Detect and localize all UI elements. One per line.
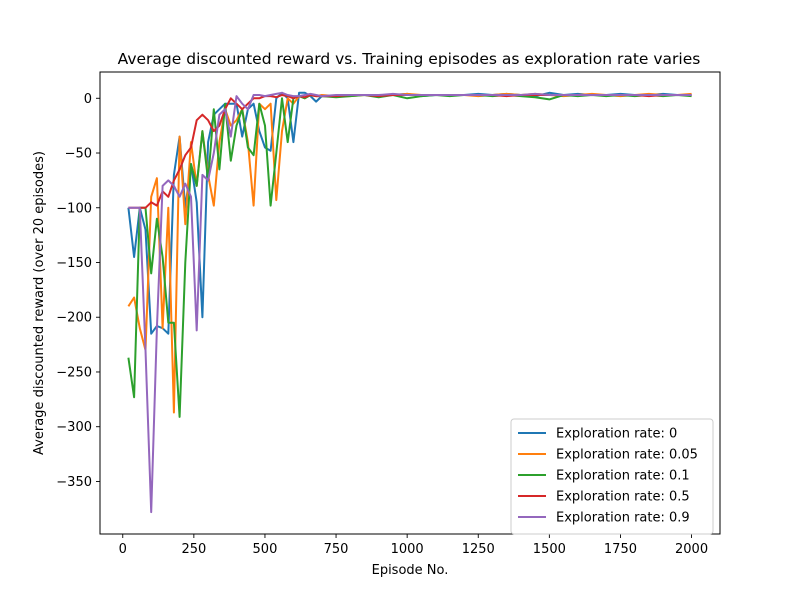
y-tick-label: 0 [84, 92, 92, 107]
x-tick-label: 2000 [675, 542, 708, 557]
legend-label: Exploration rate: 0.5 [556, 490, 690, 505]
x-axis: 0 250 500 750 1000 1250 1500 1750 2000 [119, 534, 708, 557]
x-tick-label: 1750 [604, 542, 637, 557]
x-tick-label: 750 [324, 542, 349, 557]
x-tick-label: 1500 [533, 542, 566, 557]
legend-label: Exploration rate: 0.1 [556, 469, 690, 484]
y-axis: 0 −50 −100 −150 −200 −250 −300 −350 [56, 92, 100, 490]
y-tick-label: −300 [56, 420, 92, 435]
x-tick-label: 0 [119, 542, 127, 557]
y-tick-label: −200 [56, 311, 92, 326]
legend-label: Exploration rate: 0.9 [556, 511, 690, 526]
series-line-4 [128, 91, 692, 514]
series-line-2 [127, 94, 692, 418]
chart-title: Average discounted reward vs. Training e… [118, 50, 701, 68]
legend-label: Exploration rate: 0.05 [556, 448, 698, 463]
x-tick-label: 250 [181, 542, 206, 557]
x-tick-label: 1250 [462, 542, 495, 557]
series-line-0 [127, 91, 692, 335]
y-tick-label: −250 [56, 365, 92, 380]
series-line-1 [127, 92, 692, 414]
y-tick-label: −150 [56, 256, 92, 271]
legend-label: Exploration rate: 0 [556, 427, 677, 442]
x-tick-label: 1000 [391, 542, 424, 557]
legend-box [510, 418, 714, 535]
x-tick-label: 500 [253, 542, 278, 557]
x-axis-label: Episode No. [372, 563, 449, 578]
plot-frame [99, 71, 721, 535]
legend: Exploration rate: 0 Exploration rate: 0.0… [510, 418, 714, 535]
y-tick-label: −350 [56, 475, 92, 490]
plot-lines [127, 91, 692, 514]
y-tick-label: −100 [56, 201, 92, 216]
y-axis-label: Average discounted reward (over 20 episo… [32, 151, 47, 455]
y-tick-label: −50 [65, 147, 92, 162]
